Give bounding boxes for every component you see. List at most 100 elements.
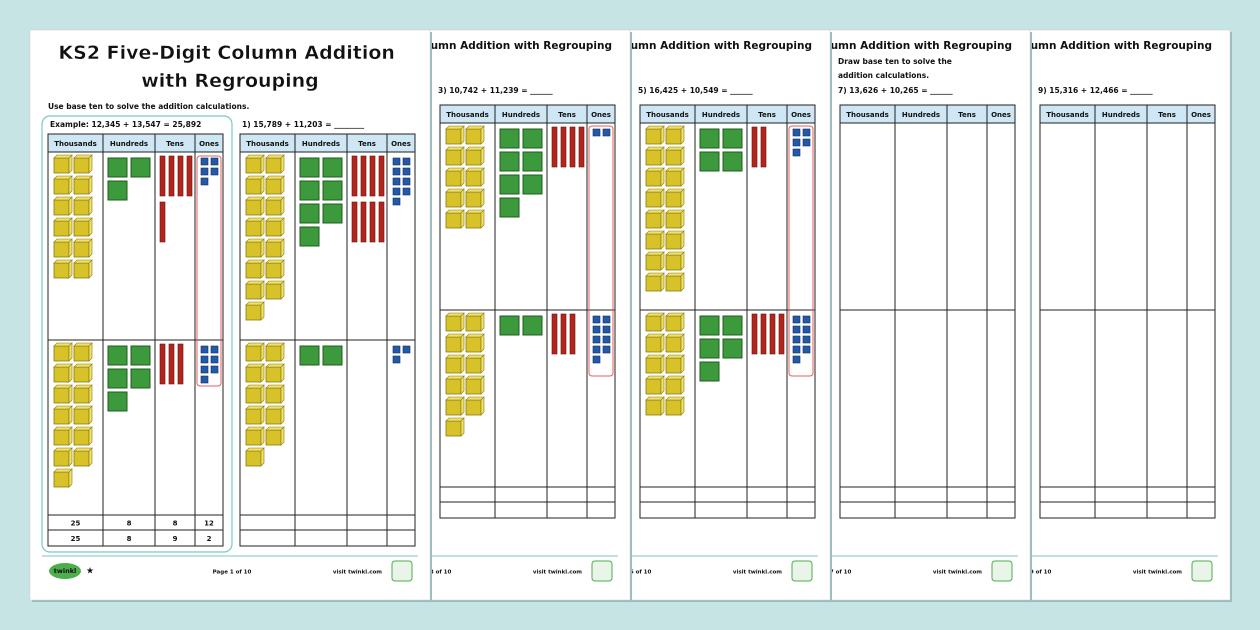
cube-top (445, 146, 465, 166)
cube-top (465, 396, 485, 416)
thousand-cube (645, 336, 662, 353)
thousand-cube (665, 233, 682, 250)
thousand-cube (665, 254, 682, 271)
cube-top (73, 342, 93, 362)
cube-top (445, 417, 465, 437)
cube-top (445, 167, 465, 187)
table-header-bg (48, 134, 223, 152)
hundred-flat (699, 361, 720, 382)
page-title: KS2 Five-Digit Column Addition with Regr… (58, 42, 401, 92)
thousand-cube (465, 336, 482, 353)
quality-badge (1191, 560, 1213, 582)
page-number: Page 9 of 10 (1013, 570, 1052, 576)
hundred-flat (299, 203, 320, 224)
logo-badge (49, 563, 81, 579)
cube-top (265, 405, 285, 425)
column-header: Thousands (246, 140, 289, 148)
cube-top (53, 196, 73, 216)
column-header: Tens (558, 111, 576, 119)
one-cube (792, 138, 801, 147)
cube-top (53, 175, 73, 195)
cube-top (265, 196, 285, 216)
cube-top (665, 167, 685, 187)
thousand-cube (645, 233, 662, 250)
cube-top (645, 312, 665, 332)
column-header: Ones (391, 140, 411, 148)
cube-top (645, 251, 665, 271)
one-cube (210, 157, 219, 166)
total-cell: 12 (204, 520, 214, 528)
regroup-highlight (196, 155, 222, 387)
cube-top (245, 175, 265, 195)
hundred-flat (299, 345, 320, 366)
cube-top (245, 426, 265, 446)
cube-top (265, 280, 285, 300)
hundred-flat (522, 315, 543, 336)
thousand-cube (265, 345, 282, 362)
one-cube (802, 335, 811, 344)
one-cube (792, 128, 801, 137)
thousand-cube (245, 220, 262, 237)
hundred-flat (107, 345, 128, 366)
cube-top (73, 259, 93, 279)
one-cube (392, 355, 401, 364)
column-header: Thousands (646, 111, 689, 119)
cube-top (73, 405, 93, 425)
thousand-cube (53, 178, 70, 195)
cube-top (665, 146, 685, 166)
cube-top (73, 384, 93, 404)
cube-top (265, 238, 285, 258)
hundred-flat (107, 180, 128, 201)
ten-rod (760, 313, 767, 355)
example-box (41, 115, 233, 553)
cube-top (245, 280, 265, 300)
column-header: Thousands (1046, 111, 1089, 119)
ten-rod (778, 313, 785, 355)
ten-rod (578, 126, 585, 168)
cube-top (645, 188, 665, 208)
question: 5) 16,425 + 10,549 = ______ (638, 86, 753, 95)
one-cube (792, 325, 801, 334)
column-header: Tens (958, 111, 976, 119)
hundred-flat (322, 180, 343, 201)
column-header: Thousands (446, 111, 489, 119)
thousand-cube (265, 429, 282, 446)
cube-top (73, 426, 93, 446)
thousand-cube (645, 275, 662, 292)
cube-top (245, 259, 265, 279)
thousand-cube (665, 191, 682, 208)
thousand-cube (245, 199, 262, 216)
cube-top (445, 125, 465, 145)
ten-rod (168, 343, 175, 385)
ten-rod (560, 313, 567, 355)
one-cube (392, 197, 401, 206)
cube-top (53, 238, 73, 258)
ten-rod (177, 155, 184, 197)
cube-top (465, 333, 485, 353)
column-header: Thousands (54, 140, 97, 148)
table-border (439, 104, 616, 519)
one-cube (200, 157, 209, 166)
cube-top (665, 333, 685, 353)
cube-top (73, 154, 93, 174)
page-number: Page 5 of 10 (613, 570, 652, 576)
cube-top (665, 272, 685, 292)
cube-top (265, 426, 285, 446)
ten-rod (751, 313, 758, 355)
cube-top (445, 354, 465, 374)
hundred-flat (499, 128, 520, 149)
ten-rod (378, 201, 385, 243)
cube-top (245, 217, 265, 237)
hundred-flat (322, 203, 343, 224)
thousand-cube (265, 157, 282, 174)
hundred-flat (522, 128, 543, 149)
one-cube (792, 148, 801, 157)
cube-top (645, 375, 665, 395)
thousand-cube (245, 304, 262, 321)
ten-rod (168, 155, 175, 197)
cube-top (465, 209, 485, 229)
table-header-bg (840, 105, 1015, 123)
page-number: Page 3 of 10 (413, 570, 452, 576)
one-cube (402, 177, 411, 186)
